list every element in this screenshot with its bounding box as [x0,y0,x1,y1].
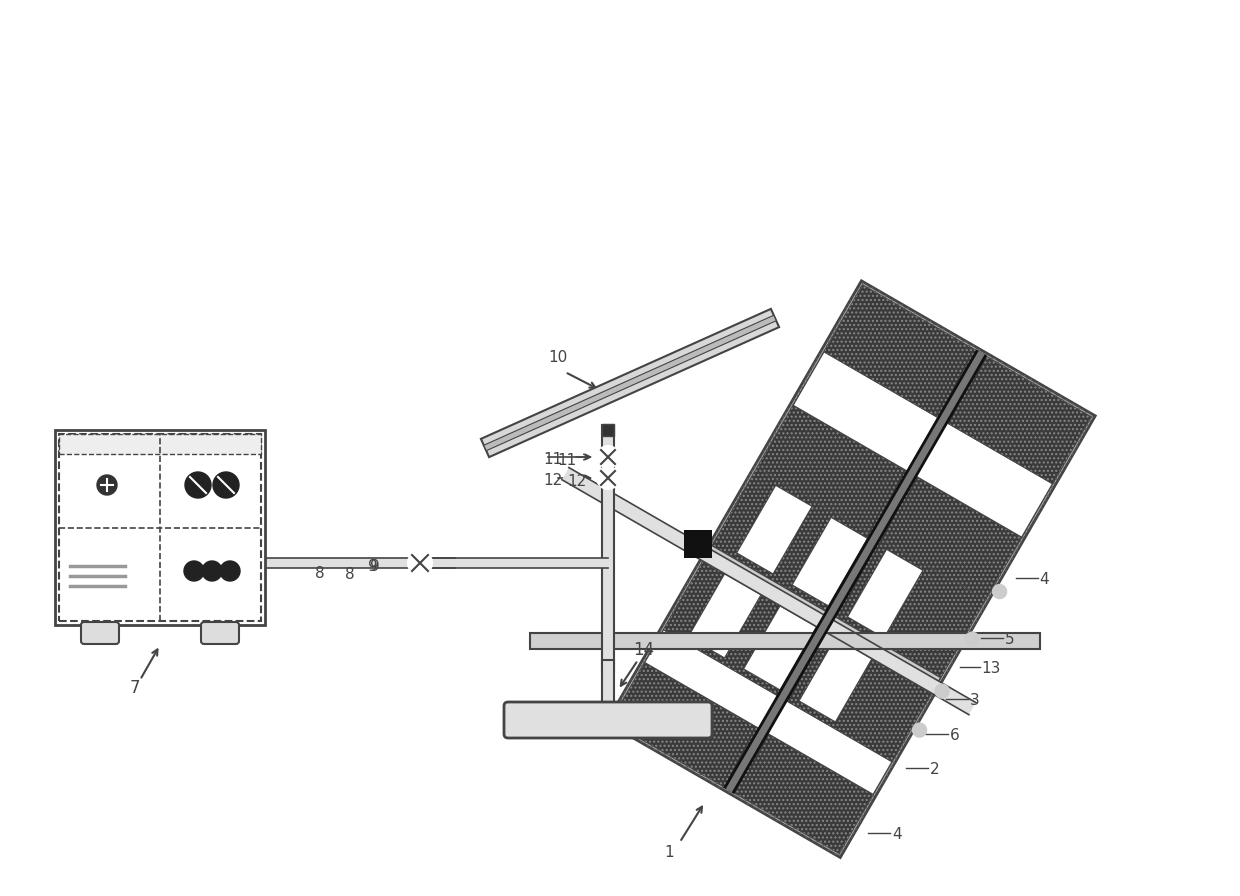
Text: 1: 1 [665,845,675,860]
Polygon shape [610,662,873,853]
Polygon shape [799,638,872,722]
Bar [55,430,265,625]
Polygon shape [481,309,779,457]
Circle shape [935,685,949,698]
Circle shape [213,472,239,498]
Text: 8: 8 [315,566,325,581]
Text: 3: 3 [970,693,980,708]
Circle shape [596,467,619,489]
Circle shape [913,723,926,737]
Polygon shape [758,405,1022,599]
Polygon shape [606,280,1095,857]
Text: 11: 11 [543,452,562,467]
Text: 4: 4 [892,827,901,842]
Polygon shape [663,556,935,762]
Text: 4: 4 [1039,572,1049,587]
Circle shape [219,561,241,581]
Circle shape [202,561,222,581]
Text: 5: 5 [1004,633,1014,647]
Text: 13: 13 [982,660,1001,676]
Text: 12: 12 [567,474,587,489]
Circle shape [596,446,619,468]
Text: 7: 7 [130,679,140,697]
FancyBboxPatch shape [503,702,712,738]
Text: 6: 6 [950,728,960,743]
Text: 9: 9 [368,559,378,574]
Polygon shape [825,285,1091,484]
Bar [60,434,260,454]
Bar [601,660,614,720]
Polygon shape [484,315,776,451]
Polygon shape [529,633,1040,649]
Polygon shape [847,549,923,638]
Polygon shape [792,517,868,606]
FancyBboxPatch shape [81,622,119,644]
Polygon shape [562,468,976,715]
Polygon shape [265,558,455,568]
Polygon shape [712,468,986,677]
Text: 2: 2 [930,762,939,777]
Polygon shape [744,606,816,690]
Text: 9: 9 [370,559,379,574]
Polygon shape [737,486,812,574]
Polygon shape [432,558,608,568]
Circle shape [965,633,980,646]
Bar [601,424,614,436]
Polygon shape [645,630,892,795]
Circle shape [184,561,205,581]
Bar [60,434,260,621]
Text: 10: 10 [548,350,567,365]
Polygon shape [688,573,761,658]
Circle shape [992,584,1007,599]
Circle shape [87,465,126,505]
Text: 14: 14 [632,641,655,659]
Text: 11: 11 [557,453,577,468]
Text: 8: 8 [345,567,355,582]
Bar [683,530,712,558]
Circle shape [408,551,432,575]
Bar [601,425,614,670]
Circle shape [97,475,117,495]
Polygon shape [706,546,941,688]
Polygon shape [794,351,1053,538]
FancyBboxPatch shape [201,622,239,644]
Circle shape [185,472,211,498]
Text: 12: 12 [543,473,562,488]
